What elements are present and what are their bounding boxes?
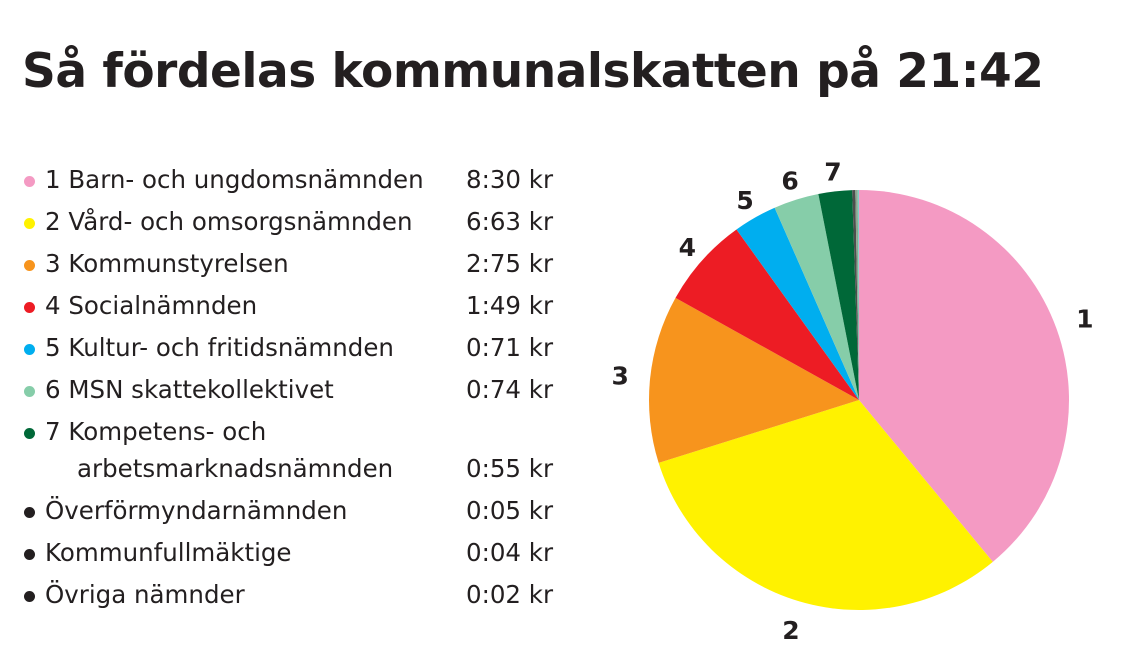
legend-dot-2 [24, 218, 35, 229]
legend-dot-4 [24, 302, 35, 313]
pie-label-5: 5 [736, 186, 753, 215]
legend-label: Överförmyndarnämnden [45, 496, 348, 525]
legend-amount: 0:71 kr [466, 333, 554, 362]
pie-label-3: 3 [611, 362, 628, 391]
legend-label: arbetsmarknadsnämnden [77, 454, 394, 483]
legend-dot-8 [24, 507, 35, 518]
legend-label: 3 Kommunstyrelsen [45, 249, 289, 278]
pie-label-4: 4 [679, 233, 696, 262]
legend-amount: 0:55 kr [466, 454, 554, 483]
page-title: Så fördelas kommunalskatten på 21:42 [22, 44, 1044, 99]
pie-label-6: 6 [781, 167, 798, 196]
legend-amount: 0:02 kr [466, 580, 554, 609]
legend-dot-10 [24, 591, 35, 602]
legend-label: Kommunfullmäktige [45, 538, 292, 567]
pie-slice-1 [859, 190, 1069, 562]
pie-slice-7 [818, 190, 859, 400]
legend-dot-3 [24, 260, 35, 271]
legend-dot-1 [24, 176, 35, 187]
legend-label: 5 Kultur- och fritidsnämnden [45, 333, 394, 362]
legend-amount: 6:63 kr [466, 207, 554, 236]
legend-dot-5 [24, 344, 35, 355]
legend-label: 7 Kompetens- och [45, 417, 267, 446]
legend-dot-9 [24, 549, 35, 560]
pie-label-2: 2 [782, 616, 799, 645]
pie-label-7: 7 [824, 158, 841, 187]
legend-dot-7 [24, 428, 35, 439]
legend-label: 2 Vård- och omsorgsnämnden [45, 207, 413, 236]
legend-amount: 0:74 kr [466, 375, 554, 404]
legend-amount: 2:75 kr [466, 249, 554, 278]
pie-slice-2 [658, 400, 993, 610]
pie-slice-4 [675, 229, 859, 400]
pie-slice-8 [852, 190, 859, 400]
legend-amount: 0:05 kr [466, 496, 554, 525]
pie-slice-5 [736, 207, 859, 400]
pie-slice-6 [774, 193, 859, 400]
legend-label: 1 Barn- och ungdomsnämnden [45, 165, 424, 194]
legend-label: 4 Socialnämnden [45, 291, 258, 320]
legend-label: Övriga nämnder [45, 580, 245, 609]
pie-chart: 1 2 3 4 56 7 [611, 158, 1093, 646]
pie-slice-3 [649, 297, 859, 463]
pie-label-1: 1 [1076, 305, 1093, 334]
legend-amount: 8:30 kr [466, 165, 554, 194]
legend: 1 Barn- och ungdomsnämnden 8:30 kr 2 Vår… [24, 165, 554, 609]
legend-amount: 1:49 kr [466, 291, 554, 320]
legend-label: 6 MSN skattekollektivet [45, 375, 334, 404]
pie-slice-10 [857, 189, 859, 400]
legend-amount: 0:04 kr [466, 538, 554, 567]
legend-dot-6 [24, 386, 35, 397]
